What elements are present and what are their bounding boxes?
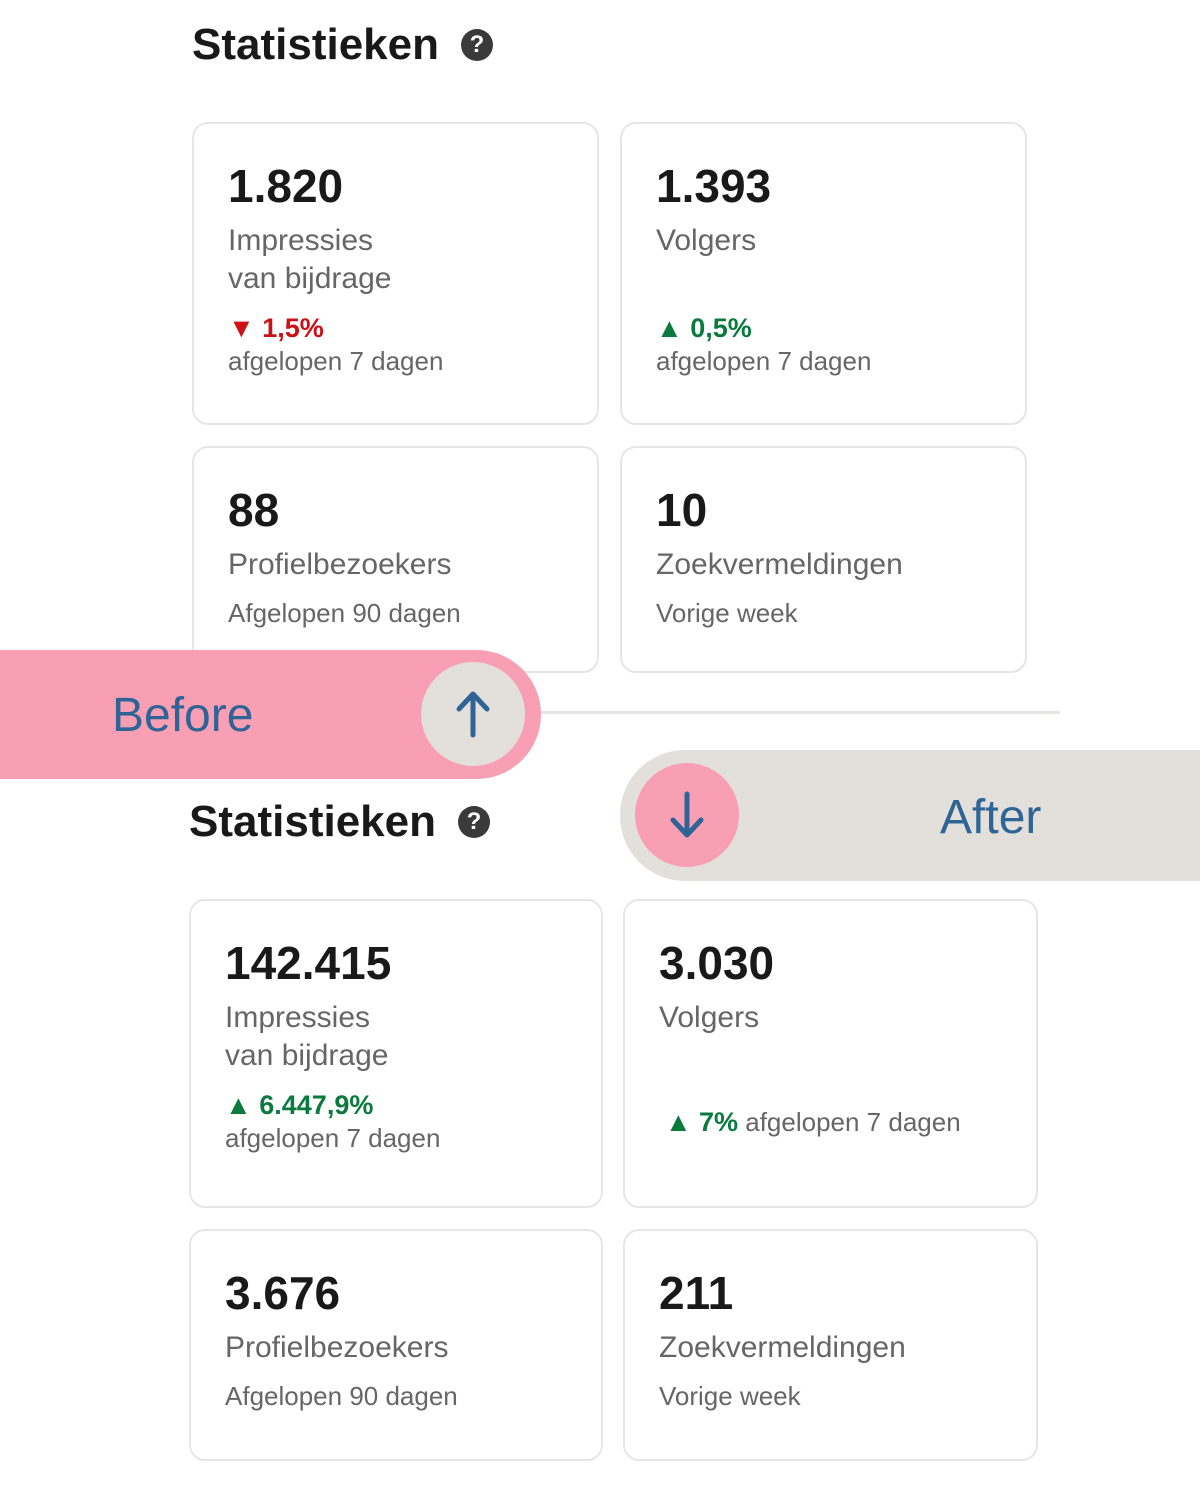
triangle-up-icon: ▲ [656,313,683,343]
stat-card-impressions[interactable]: 142.415 Impressies van bijdrage ▲ 6.447,9… [189,899,603,1208]
help-icon[interactable]: ? [457,806,490,838]
before-title: Statistieken ? [192,20,493,70]
triangle-up-icon: ▲ [665,1107,692,1137]
stat-card-followers[interactable]: 1.393 Volgers ▲ 0,5% afgelopen 7 dagen [620,122,1027,425]
triangle-up-icon: ▲ [225,1090,252,1120]
stat-card-impressions[interactable]: 1.820 Impressies van bijdrage ▼ 1,5% afge… [192,122,599,425]
after-title: Statistieken ? [189,797,490,847]
divider [540,711,1060,714]
help-icon[interactable]: ? [460,29,493,61]
stat-card-followers[interactable]: 3.030 Volgers ▲ 7% afgelopen 7 dagen [623,899,1038,1208]
arrow-down-circle [635,763,739,867]
triangle-down-icon: ▼ [228,313,255,343]
after-banner: After [620,750,1200,881]
stat-card-search-appearances[interactable]: 211 Zoekvermeldingen Vorige week [623,1229,1038,1461]
arrow-up-icon [456,691,490,738]
stat-card-profile-visitors[interactable]: 88 Profielbezoekers Afgelopen 90 dagen [192,446,599,673]
arrow-up-circle [421,662,525,766]
stat-card-search-appearances[interactable]: 10 Zoekvermeldingen Vorige week [620,446,1027,673]
stat-card-profile-visitors[interactable]: 3.676 Profielbezoekers Afgelopen 90 dage… [189,1229,603,1461]
arrow-down-icon [670,791,704,838]
before-banner: Before [0,650,541,779]
